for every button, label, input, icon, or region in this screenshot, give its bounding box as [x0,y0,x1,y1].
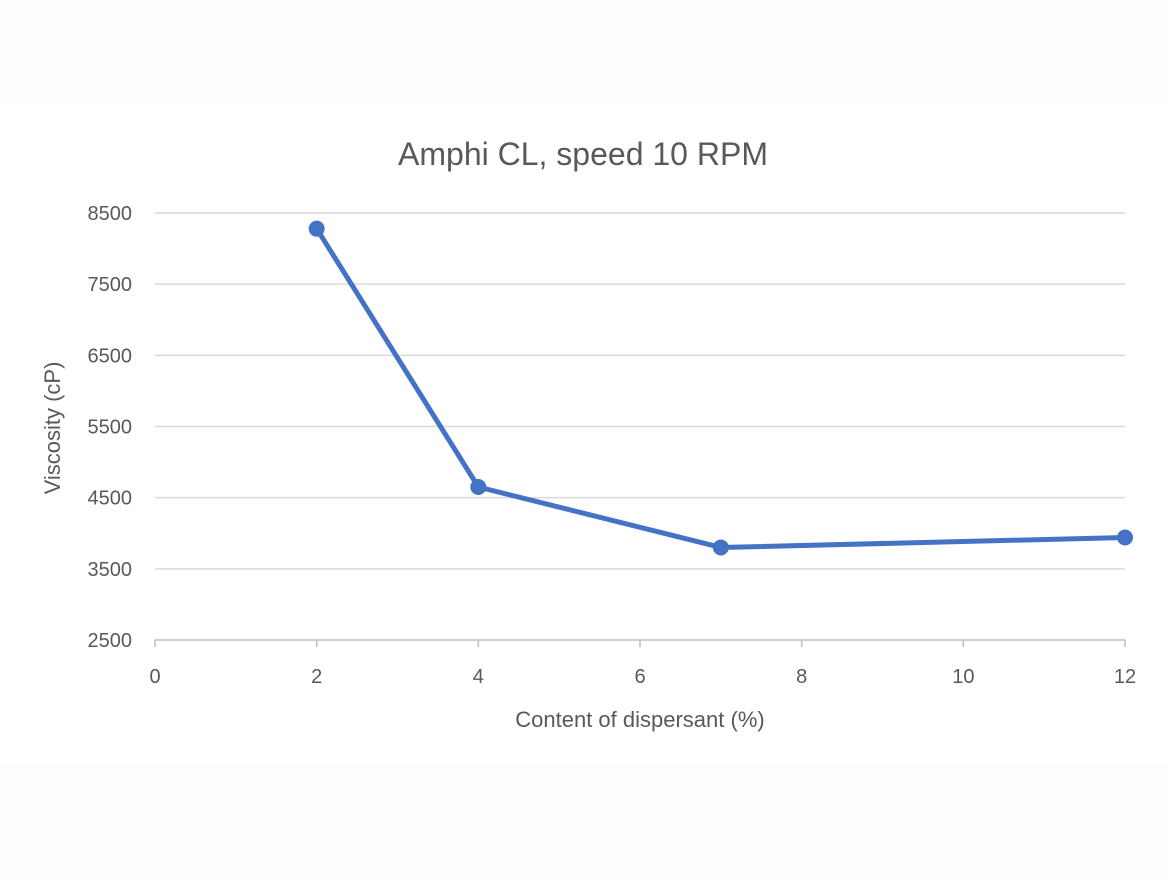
x-tick-label: 4 [473,666,484,688]
y-tick-label: 2500 [88,630,133,652]
y-tick-label: 8500 [88,203,133,225]
data-point [1117,529,1133,546]
series-layer [308,220,1133,556]
y-tick-label: 4500 [88,488,133,510]
y-tick-label: 7500 [88,274,133,296]
x-tick-label: 0 [149,666,160,688]
x-tick-label: 12 [1114,666,1136,688]
chart-title: Amphi CL, speed 10 RPM [398,136,768,172]
y-tick-label: 3500 [88,559,133,581]
y-tick-label: 5500 [88,417,133,439]
y-axis-label: Viscosity (cP) [40,362,65,495]
gridlines [155,212,1125,641]
x-axis-label: Content of dispersant (%) [515,707,764,732]
x-axis-ticks: 0 2 4 6 8 10 12 [149,640,1136,688]
line-chart: Amphi CL, speed 10 RPM 2500 3500 4500 5500 6… [40,136,1136,732]
data-point [712,539,729,556]
chart-area: Amphi CL, speed 10 RPM 2500 3500 4500 5500 6… [0,105,1170,765]
x-tick-label: 10 [952,666,974,688]
y-axis-ticks: 2500 3500 4500 5500 6500 7500 8500 [88,203,133,652]
data-point [470,478,487,495]
x-tick-label: 6 [634,666,645,688]
y-tick-label: 6500 [88,345,133,367]
x-tick-label: 2 [311,666,322,688]
x-tick-label: 8 [796,666,807,688]
series-line [314,226,1128,550]
data-point [308,220,325,237]
